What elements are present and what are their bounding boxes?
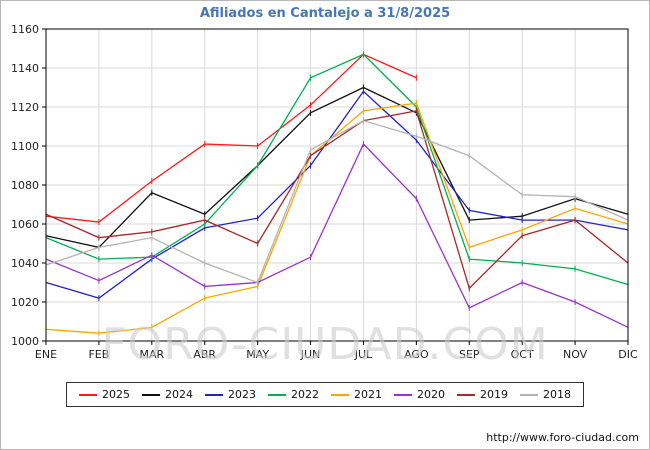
x-tick-label: FEB — [88, 348, 109, 361]
series-2024 — [45, 84, 629, 251]
x-tick-label: ABR — [193, 348, 216, 361]
legend-swatch-2019 — [457, 393, 475, 396]
chart-title: Afiliados en Cantalejo a 31/8/2025 — [199, 6, 451, 21]
legend-item-2018: 2018 — [520, 388, 571, 401]
legend-item-2025: 2025 — [79, 388, 130, 401]
series-line-2022 — [45, 53, 629, 286]
footer-url[interactable]: http://www.foro-ciudad.com — [486, 431, 639, 444]
x-tick-label: MAR — [139, 348, 164, 361]
legend-swatch-2023 — [205, 393, 223, 396]
y-tick-label: 1100 — [11, 140, 39, 153]
legend-swatch-2018 — [520, 393, 538, 396]
x-tick-label: OCT — [511, 348, 534, 361]
series-line-2020 — [45, 142, 629, 328]
x-tick-label: DIC — [618, 348, 638, 361]
chart-legend: 2025 2024 2023 2022 2021 2020 2019 2018 — [66, 382, 584, 407]
legend-label: 2022 — [291, 388, 319, 401]
y-tick-label: 1040 — [11, 257, 39, 270]
series-line-2023 — [45, 90, 629, 299]
legend-label: 2018 — [543, 388, 571, 401]
series-line-2019 — [45, 110, 629, 290]
series-line-2024 — [45, 86, 629, 249]
legend-swatch-2020 — [394, 393, 412, 396]
y-tick-label: 1120 — [11, 101, 39, 114]
legend-item-2023: 2023 — [205, 388, 256, 401]
legend-label: 2025 — [102, 388, 130, 401]
legend-label: 2023 — [228, 388, 256, 401]
y-tick-label: 1160 — [11, 23, 39, 36]
x-tick-label: MAY — [246, 348, 269, 361]
legend-label: 2024 — [165, 388, 193, 401]
series-2025 — [45, 51, 417, 226]
x-tick-label: ENE — [35, 348, 57, 361]
series-line-2025 — [45, 53, 417, 223]
y-tick-label: 1020 — [11, 296, 39, 309]
legend-item-2020: 2020 — [394, 388, 445, 401]
chart-canvas: 1000 1020 1040 1060 1080 1100 1120 1140 1160 ENE F… — [11, 23, 638, 361]
y-tick-label: 1000 — [11, 335, 39, 348]
series-line-2018 — [45, 119, 629, 284]
x-tick-label: SEP — [459, 348, 480, 361]
legend-swatch-2025 — [79, 393, 97, 396]
y-tick-label: 1140 — [11, 62, 39, 75]
series-2022 — [45, 51, 629, 288]
series-line-2021 — [45, 102, 629, 334]
y-tick-label: 1060 — [11, 218, 39, 231]
y-tick-label: 1080 — [11, 179, 39, 192]
legend-label: 2021 — [354, 388, 382, 401]
x-tick-label: NOV — [563, 348, 588, 361]
x-tick-label: JUN — [300, 348, 321, 361]
legend-swatch-2021 — [331, 393, 349, 396]
x-tick-label: AGO — [404, 348, 429, 361]
legend-item-2022: 2022 — [268, 388, 319, 401]
legend-swatch-2024 — [142, 393, 160, 396]
legend-label: 2019 — [480, 388, 508, 401]
legend-item-2021: 2021 — [331, 388, 382, 401]
legend-item-2024: 2024 — [142, 388, 193, 401]
legend-swatch-2022 — [268, 393, 286, 396]
x-tick-label: JUL — [354, 348, 373, 361]
legend-label: 2020 — [417, 388, 445, 401]
legend-item-2019: 2019 — [457, 388, 508, 401]
